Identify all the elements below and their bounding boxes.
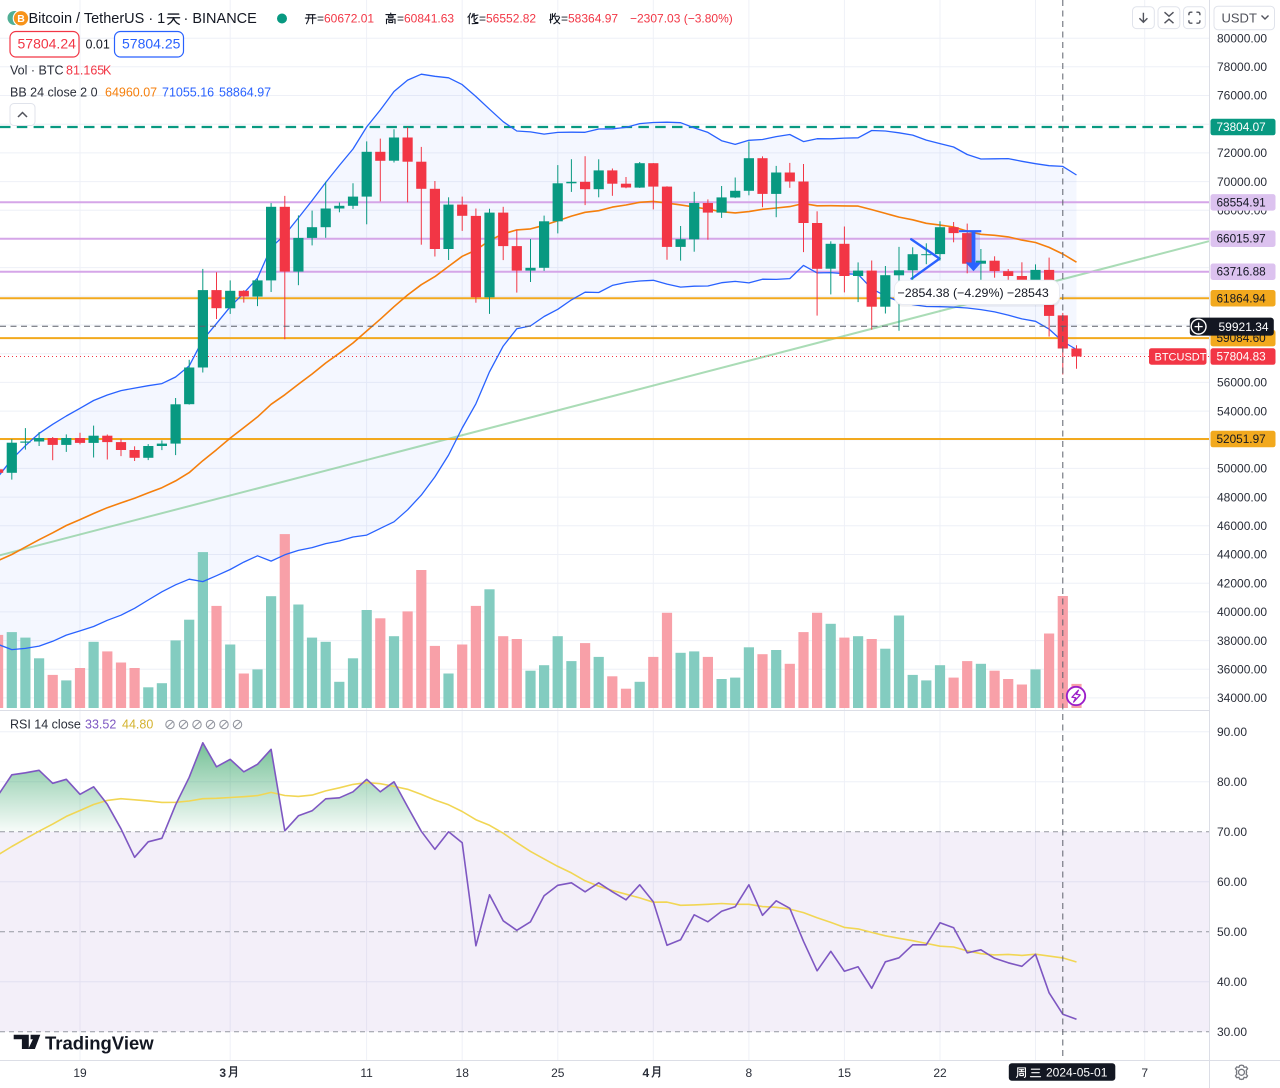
svg-text:44.80: 44.80 bbox=[122, 718, 153, 732]
svg-text:40.00: 40.00 bbox=[1217, 975, 1247, 989]
svg-text:80.00: 80.00 bbox=[1217, 775, 1247, 789]
svg-text:USDT: USDT bbox=[1222, 11, 1257, 26]
svg-text:=: = bbox=[561, 12, 568, 26]
svg-text:· BINANCE: · BINANCE bbox=[184, 11, 258, 27]
svg-text:BB 24 close 2 0: BB 24 close 2 0 bbox=[10, 86, 98, 100]
svg-text:0.01: 0.01 bbox=[86, 38, 110, 52]
svg-text:36000.00: 36000.00 bbox=[1217, 663, 1267, 677]
svg-text:70000.00: 70000.00 bbox=[1217, 175, 1267, 189]
svg-text:64960.07: 64960.07 bbox=[105, 86, 157, 100]
svg-text:RSI 14 close: RSI 14 close bbox=[10, 718, 81, 732]
svg-text:60.00: 60.00 bbox=[1217, 875, 1247, 889]
svg-text:−2307.03 (−3.80%): −2307.03 (−3.80%) bbox=[630, 12, 733, 26]
svg-text:46000.00: 46000.00 bbox=[1217, 519, 1267, 533]
svg-text:BTCUSDT: BTCUSDT bbox=[1155, 352, 1207, 364]
svg-text:57804.25: 57804.25 bbox=[122, 36, 181, 52]
svg-text:=: = bbox=[397, 12, 404, 26]
svg-text:B: B bbox=[17, 13, 25, 25]
svg-text:42000.00: 42000.00 bbox=[1217, 576, 1267, 590]
svg-text:−2854.38 (−4.29%) −28543: −2854.38 (−4.29%) −28543 bbox=[898, 286, 1049, 300]
svg-text:38000.00: 38000.00 bbox=[1217, 634, 1267, 648]
svg-text:18: 18 bbox=[456, 1066, 470, 1080]
svg-text:44000.00: 44000.00 bbox=[1217, 548, 1267, 562]
svg-text:54000.00: 54000.00 bbox=[1217, 404, 1267, 418]
svg-text:63716.88: 63716.88 bbox=[1217, 265, 1267, 279]
svg-text:=: = bbox=[317, 12, 324, 26]
svg-text:40000.00: 40000.00 bbox=[1217, 605, 1267, 619]
svg-text:19: 19 bbox=[73, 1066, 87, 1080]
svg-text:58864.97: 58864.97 bbox=[219, 86, 271, 100]
svg-text:68554.91: 68554.91 bbox=[1217, 195, 1266, 209]
svg-text:78000.00: 78000.00 bbox=[1217, 60, 1267, 74]
svg-text:50000.00: 50000.00 bbox=[1217, 462, 1267, 476]
svg-text:34000.00: 34000.00 bbox=[1217, 691, 1267, 705]
svg-text:76000.00: 76000.00 bbox=[1217, 89, 1267, 103]
svg-text:59921.34: 59921.34 bbox=[1219, 320, 1269, 334]
svg-text:58364.97: 58364.97 bbox=[568, 12, 618, 26]
svg-text:48000.00: 48000.00 bbox=[1217, 490, 1267, 504]
svg-text:K: K bbox=[103, 64, 112, 78]
svg-text:66015.97: 66015.97 bbox=[1217, 232, 1266, 246]
svg-text:52051.97: 52051.97 bbox=[1217, 432, 1266, 446]
svg-text:72000.00: 72000.00 bbox=[1217, 146, 1267, 160]
svg-text:56552.82: 56552.82 bbox=[486, 12, 536, 26]
svg-text:Vol · BTC: Vol · BTC bbox=[10, 64, 64, 78]
svg-text:=: = bbox=[479, 12, 486, 26]
svg-text:11: 11 bbox=[360, 1066, 373, 1080]
svg-text:TradingView: TradingView bbox=[45, 1033, 154, 1054]
svg-text:71055.16: 71055.16 bbox=[162, 86, 214, 100]
svg-text:4: 4 bbox=[642, 1066, 649, 1080]
svg-text:15: 15 bbox=[838, 1066, 852, 1080]
svg-text:8: 8 bbox=[746, 1066, 753, 1080]
svg-text:60672.01: 60672.01 bbox=[324, 12, 374, 26]
svg-text:70.00: 70.00 bbox=[1217, 825, 1247, 839]
svg-text:25: 25 bbox=[551, 1066, 565, 1080]
svg-text:30.00: 30.00 bbox=[1217, 1025, 1247, 1039]
svg-text:50.00: 50.00 bbox=[1217, 925, 1247, 939]
svg-text:33.52: 33.52 bbox=[85, 718, 116, 732]
svg-text:61864.94: 61864.94 bbox=[1217, 291, 1267, 305]
svg-text:3: 3 bbox=[219, 1066, 226, 1080]
svg-text:2024-05-01: 2024-05-01 bbox=[1046, 1066, 1108, 1080]
svg-text:73804.07: 73804.07 bbox=[1217, 120, 1266, 134]
svg-text:57804.83: 57804.83 bbox=[1217, 350, 1267, 364]
svg-text:90.00: 90.00 bbox=[1217, 725, 1247, 739]
svg-text:Bitcoin / TetherUS · 1: Bitcoin / TetherUS · 1 bbox=[29, 11, 166, 27]
svg-text:57804.24: 57804.24 bbox=[18, 36, 77, 52]
svg-text:56000.00: 56000.00 bbox=[1217, 376, 1267, 390]
svg-text:80000.00: 80000.00 bbox=[1217, 31, 1267, 45]
svg-text:60841.63: 60841.63 bbox=[404, 12, 454, 26]
svg-text:81.165: 81.165 bbox=[66, 64, 104, 78]
svg-text:22: 22 bbox=[933, 1066, 947, 1080]
svg-text:7: 7 bbox=[1141, 1066, 1148, 1080]
